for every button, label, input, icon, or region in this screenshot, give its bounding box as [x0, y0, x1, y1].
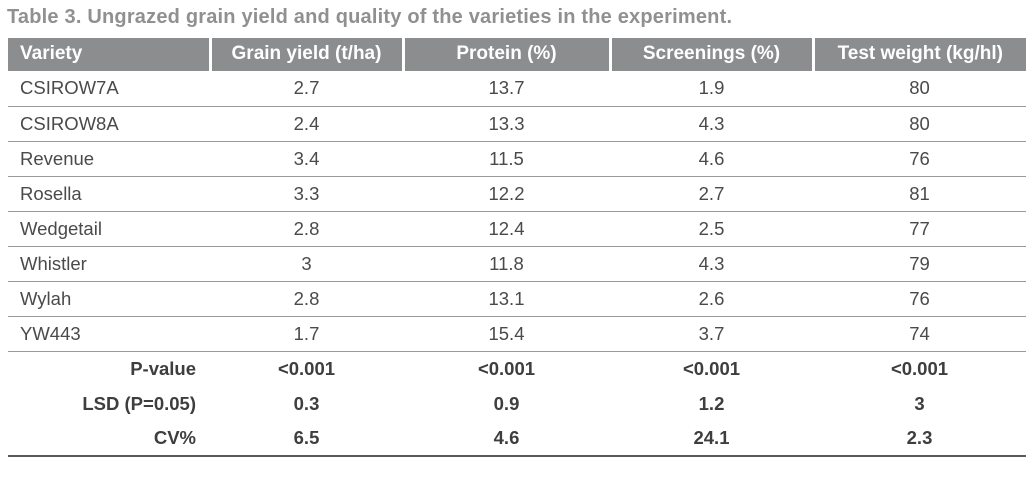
cv-grain-yield: 6.5 [210, 421, 403, 457]
table-row: YW443 1.7 15.4 3.7 74 [8, 316, 1026, 352]
lsd-label: LSD (P=0.05) [82, 392, 196, 414]
screenings-value: 2.6 [610, 281, 813, 317]
protein-value: 13.3 [403, 106, 610, 142]
table-row: Wedgetail 2.8 12.4 2.5 77 [8, 211, 1026, 247]
table-row: Wylah 2.8 13.1 2.6 76 [8, 281, 1026, 317]
lsd-test-weight: 3 [914, 392, 925, 414]
grain-yield-value: 2.8 [210, 211, 403, 247]
cv-protein: 4.6 [403, 421, 610, 457]
table-caption: Table 3. Ungrazed grain yield and qualit… [7, 6, 733, 28]
test-weight-value: 76 [813, 141, 1026, 177]
p-value-grain-yield: <0.001 [277, 357, 336, 379]
protein-value: 12.2 [403, 176, 610, 212]
test-weight-value: 80 [813, 106, 1026, 142]
grain-yield-value: 2.7 [210, 71, 403, 107]
grain-yield-value: 2.8 [210, 281, 403, 317]
cv-row: CV% 6.5 4.6 24.1 2.3 [8, 421, 1026, 457]
table-row: Rosella 3.3 12.2 2.7 81 [8, 176, 1026, 212]
cv-label: CV% [8, 421, 210, 457]
variety-name: Revenue [8, 141, 210, 177]
grain-yield-value: 3 [210, 246, 403, 282]
variety-name: Wylah [8, 281, 210, 317]
lsd-protein: 0.9 [493, 392, 520, 414]
header-row: Variety Grain yield (t/ha) Protein (%) S… [8, 38, 1026, 71]
col-header-protein: Protein (%) [401, 38, 610, 71]
protein-value: 15.4 [403, 316, 610, 352]
col-header-screenings: Screenings (%) [608, 38, 813, 71]
p-value-row: P-value <0.001 <0.001 <0.001 <0.001 [8, 351, 1026, 386]
variety-name: CSIROW7A [8, 71, 210, 107]
screenings-value: 4.3 [610, 246, 813, 282]
col-header-grain-yield: Grain yield (t/ha) [208, 38, 403, 71]
test-weight-value: 76 [813, 281, 1026, 317]
test-weight-value: 77 [813, 211, 1026, 247]
table-row: Revenue 3.4 11.5 4.6 76 [8, 141, 1026, 177]
lsd-grain-yield: 0.3 [293, 392, 320, 414]
protein-value: 12.4 [403, 211, 610, 247]
ungrazed-grain-quality-table: Variety Grain yield (t/ha) Protein (%) S… [8, 38, 1026, 457]
p-value-screenings: <0.001 [682, 357, 741, 379]
lsd-screenings: 1.2 [698, 392, 725, 414]
p-value-protein: <0.001 [477, 357, 536, 379]
table-row: CSIROW8A 2.4 13.3 4.3 80 [8, 106, 1026, 142]
variety-name: YW443 [8, 316, 210, 352]
grain-yield-value: 1.7 [210, 316, 403, 352]
variety-name: CSIROW8A [8, 106, 210, 142]
test-weight-value: 79 [813, 246, 1026, 282]
grain-yield-value: 2.4 [210, 106, 403, 142]
protein-value: 11.8 [403, 246, 610, 282]
col-header-variety: Variety [8, 38, 210, 71]
screenings-value: 2.5 [610, 211, 813, 247]
p-value-test-weight: <0.001 [890, 357, 949, 379]
test-weight-value: 80 [813, 71, 1026, 107]
screenings-value: 4.3 [610, 106, 813, 142]
table-row: CSIROW7A 2.7 13.7 1.9 80 [8, 71, 1026, 107]
grain-yield-value: 3.4 [210, 141, 403, 177]
lsd-row: LSD (P=0.05) 0.3 0.9 1.2 3 [8, 386, 1026, 421]
p-value-label: P-value [130, 357, 196, 379]
col-header-test-weight: Test weight (kg/hl) [811, 38, 1026, 71]
variety-name: Rosella [8, 176, 210, 212]
screenings-value: 1.9 [610, 71, 813, 107]
protein-value: 13.7 [403, 71, 610, 107]
screenings-value: 2.7 [610, 176, 813, 212]
protein-value: 11.5 [403, 141, 610, 177]
test-weight-value: 81 [813, 176, 1026, 212]
cv-test-weight: 2.3 [813, 421, 1026, 457]
cv-screenings: 24.1 [610, 421, 813, 457]
table-row: Whistler 3 11.8 4.3 79 [8, 246, 1026, 282]
variety-name: Whistler [8, 246, 210, 282]
screenings-value: 3.7 [610, 316, 813, 352]
protein-value: 13.1 [403, 281, 610, 317]
grain-yield-value: 3.3 [210, 176, 403, 212]
variety-name: Wedgetail [8, 211, 210, 247]
screenings-value: 4.6 [610, 141, 813, 177]
test-weight-value: 74 [813, 316, 1026, 352]
